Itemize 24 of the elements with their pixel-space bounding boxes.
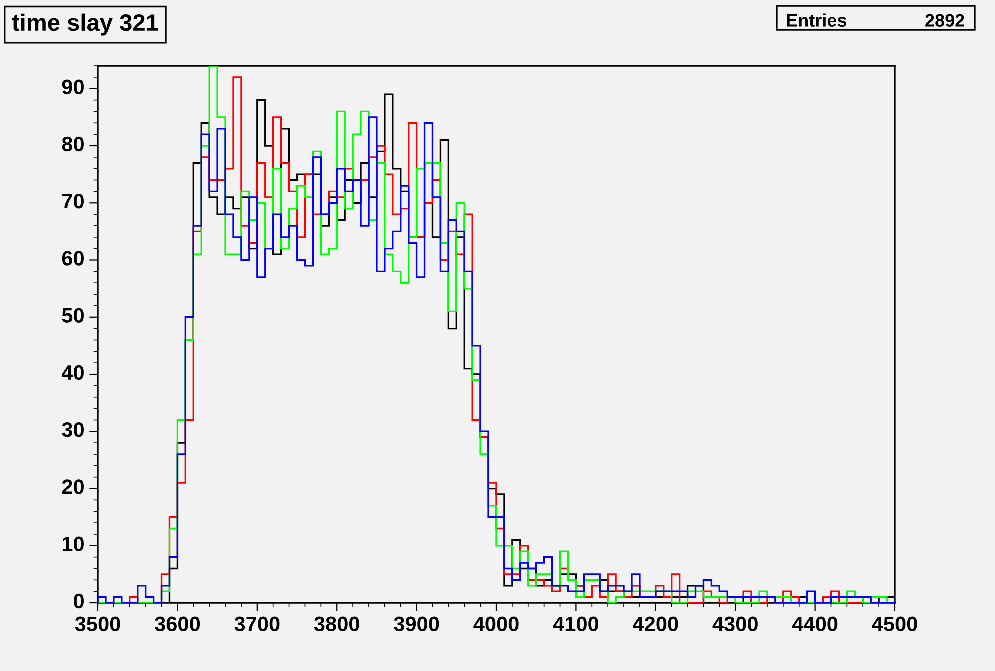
y-tick-label: 80 bbox=[62, 136, 84, 152]
x-tick-label: 3700 bbox=[234, 616, 280, 632]
y-tick-label: 70 bbox=[62, 194, 84, 209]
x-tick-label: 4300 bbox=[712, 616, 758, 632]
x-tick-label: 3900 bbox=[394, 616, 440, 632]
chart-title: time slay 321 bbox=[12, 14, 158, 36]
text: 2892 bbox=[926, 14, 964, 27]
y-tick-label: 50 bbox=[62, 308, 84, 323]
x-tick-label: 4000 bbox=[474, 616, 519, 632]
y-tick-label: 90 bbox=[62, 80, 84, 94]
x-tick-label: 4200 bbox=[633, 616, 678, 632]
x-tick-label: 4100 bbox=[553, 616, 599, 632]
y-tick-label: 20 bbox=[62, 480, 84, 494]
y-tick-label: 10 bbox=[62, 536, 84, 552]
y-tick-label: 60 bbox=[62, 251, 84, 266]
y-tick-label: 30 bbox=[62, 422, 84, 438]
x-tick-label: 4500 bbox=[872, 616, 918, 632]
x-tick-label: 3600 bbox=[155, 616, 200, 632]
y-tick-label: 40 bbox=[62, 365, 84, 380]
x-tick-label: 3800 bbox=[314, 616, 360, 632]
y-tick-label: 0 bbox=[74, 594, 84, 609]
text: Entries bbox=[787, 14, 847, 27]
x-tick-label: 3500 bbox=[75, 616, 120, 632]
x-tick-label: 4400 bbox=[792, 616, 838, 632]
